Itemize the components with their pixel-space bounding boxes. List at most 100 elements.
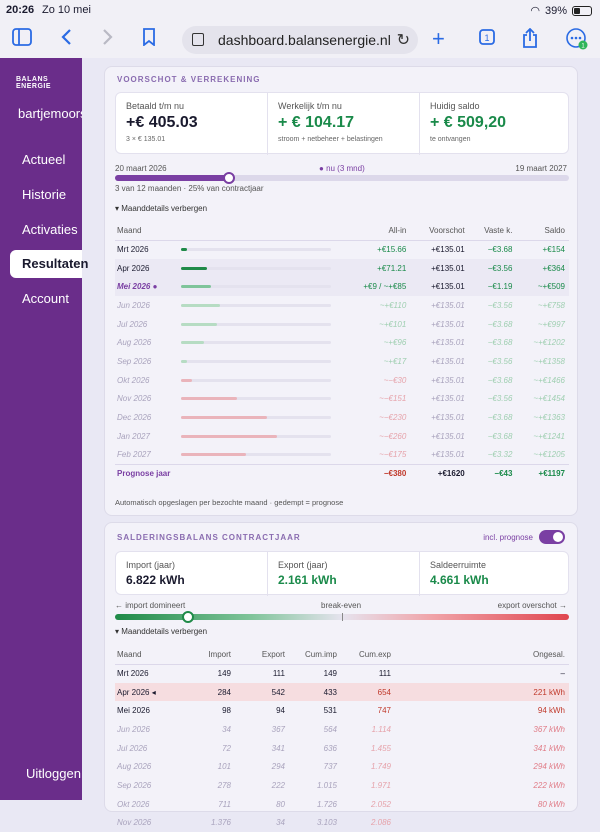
month-bar-track <box>181 416 331 419</box>
allin-cell: ~−€151 <box>341 390 410 409</box>
month-cell: Apr 2026 <box>115 259 181 278</box>
table-row: Jun 2026~+€110+€135.01−€3.56~+€758 <box>115 296 569 315</box>
summary-betaald: Betaald t/m nu +€ 405.03 3 × € 135.01 <box>116 93 268 155</box>
total-vast: −€43 <box>469 464 517 483</box>
summary-label: Export (jaar) <box>278 560 328 570</box>
saldo-cell: ~+€1358 <box>516 352 569 371</box>
vast-cell: −€3.68 <box>469 427 517 446</box>
col-header: Cum.exp <box>341 646 395 664</box>
table-row: Mei 2026 ●+€9 / ~+€85+€135.01−€1.19~+€50… <box>115 277 569 296</box>
bar-cell <box>181 390 341 409</box>
voorschot-table: Maand All-in Voorschot Vaste k. Saldo Mr… <box>115 222 569 483</box>
bookmark-icon[interactable] <box>142 28 156 51</box>
col-header: Voorschot <box>410 222 468 240</box>
total-allin: −€380 <box>341 464 410 483</box>
bar-cell <box>181 259 341 278</box>
page-icon <box>192 33 204 46</box>
sidebar-item-resultaten[interactable]: Resultaten <box>10 250 82 278</box>
sidebar-item-account[interactable]: Account <box>0 285 82 313</box>
col-header: Vaste k. <box>469 222 517 240</box>
import-cell: 72 <box>185 739 235 758</box>
cum-export-cell: 1.114 <box>341 720 395 739</box>
saldo-cell: ~+€997 <box>516 315 569 334</box>
month-cell: Nov 2026 <box>115 814 185 832</box>
month-cell: Jan 2027 <box>115 427 181 446</box>
vast-cell: −€3.56 <box>469 259 517 278</box>
bar-cell <box>181 352 341 371</box>
saldo-cell: ~+€1241 <box>516 427 569 446</box>
bar-cell <box>181 315 341 334</box>
bar-cell <box>181 446 341 465</box>
sidebar-item-historie[interactable]: Historie <box>0 181 82 209</box>
month-cell: Dec 2026 <box>115 408 181 427</box>
tabs-icon[interactable]: 1 <box>478 28 496 51</box>
col-header: All-in <box>341 222 410 240</box>
sidebar-toggle-icon[interactable] <box>12 28 32 51</box>
month-bar-track <box>181 267 331 270</box>
sidebar-item-activaties[interactable]: Activaties <box>0 216 82 244</box>
sidebar-item-actueel[interactable]: Actueel <box>0 146 82 174</box>
card-title: SALDERINGSBALANS CONTRACTJAAR <box>117 533 301 542</box>
table-row: Jul 2026~+€101+€135.01−€3.68~+€997 <box>115 315 569 334</box>
month-cell: Sep 2026 <box>115 776 185 795</box>
clock: 20:26 <box>6 4 34 16</box>
tabs-count: 1 <box>484 33 489 43</box>
export-cell: 111 <box>235 664 289 683</box>
vast-cell: −€3.68 <box>469 315 517 334</box>
progress-fill <box>115 175 229 181</box>
saldo-cell: ~+€1466 <box>516 371 569 390</box>
share-icon[interactable] <box>522 28 538 53</box>
vast-cell: −€3.32 <box>469 446 517 465</box>
status-right: ◠ 39% <box>530 4 592 17</box>
back-icon[interactable] <box>60 28 72 51</box>
month-cell: Aug 2026 <box>115 333 181 352</box>
ongesaldeerd-cell: 341 kWh <box>395 739 569 758</box>
month-cell: Mei 2026 ● <box>115 277 181 296</box>
import-cell: 34 <box>185 720 235 739</box>
summary-value: + € 509,20 <box>430 114 506 132</box>
reload-icon[interactable]: ↻ <box>397 30 410 50</box>
new-tab-icon[interactable]: + <box>432 28 445 50</box>
allin-cell: +€9 / ~+€85 <box>341 277 410 296</box>
cum-import-cell: 564 <box>289 720 341 739</box>
allin-cell: ~−€230 <box>341 408 410 427</box>
saldo-cell: ~+€509 <box>516 277 569 296</box>
import-cell: 101 <box>185 757 235 776</box>
voorschot-cell: +€135.01 <box>410 333 468 352</box>
saldo-cell: ~+€1363 <box>516 408 569 427</box>
ongesaldeerd-cell: 94 kWh <box>395 701 569 720</box>
saldering-summary: Import (jaar) 6.822 kWh Export (jaar) 2.… <box>115 551 569 595</box>
cum-import-cell: 737 <box>289 757 341 776</box>
allin-cell: ~−€260 <box>341 427 410 446</box>
bar-cell <box>181 371 341 390</box>
toggle-month-details[interactable]: ▾ Maanddetails verbergen <box>115 627 207 636</box>
col-header: Export <box>235 646 289 664</box>
cum-import-cell: 149 <box>289 664 341 683</box>
address-bar[interactable]: dashboard.balansenergie.nl ↻ <box>182 26 418 54</box>
more-icon[interactable]: 1 <box>566 28 588 55</box>
username: bartjemoorsel <box>18 106 82 121</box>
browser-toolbar: dashboard.balansenergie.nl ↻ + 1 1 <box>0 22 600 58</box>
month-bar <box>181 453 246 456</box>
saldering-card: SALDERINGSBALANS CONTRACTJAAR incl. prog… <box>104 522 578 812</box>
voorschot-cell: +€135.01 <box>410 315 468 334</box>
import-cell: 284 <box>185 683 235 702</box>
summary-value: +€ 405.03 <box>126 114 198 132</box>
voorschot-cell: +€135.01 <box>410 427 468 446</box>
month-bar-track <box>181 379 331 382</box>
toggle-switch[interactable] <box>539 530 565 544</box>
export-cell: 222 <box>235 776 289 795</box>
summary-value: 2.161 kWh <box>278 573 337 587</box>
month-bar-track <box>181 285 331 288</box>
voorschot-cell: +€135.01 <box>410 277 468 296</box>
incl-prognose-toggle[interactable]: incl. prognose <box>483 530 565 544</box>
allin-cell: +€15.66 <box>341 240 410 259</box>
balance-right-label: export overschot → <box>498 601 567 610</box>
cum-import-cell: 3.103 <box>289 814 341 832</box>
voorschot-cell: +€135.01 <box>410 259 468 278</box>
logout-button[interactable]: Uitloggen <box>26 766 81 781</box>
forward-icon[interactable] <box>102 28 114 51</box>
summary-saldeerruimte: Saldeerruimte 4.661 kWh <box>420 552 570 596</box>
toggle-month-details[interactable]: ▾ Maanddetails verbergen <box>115 204 207 213</box>
